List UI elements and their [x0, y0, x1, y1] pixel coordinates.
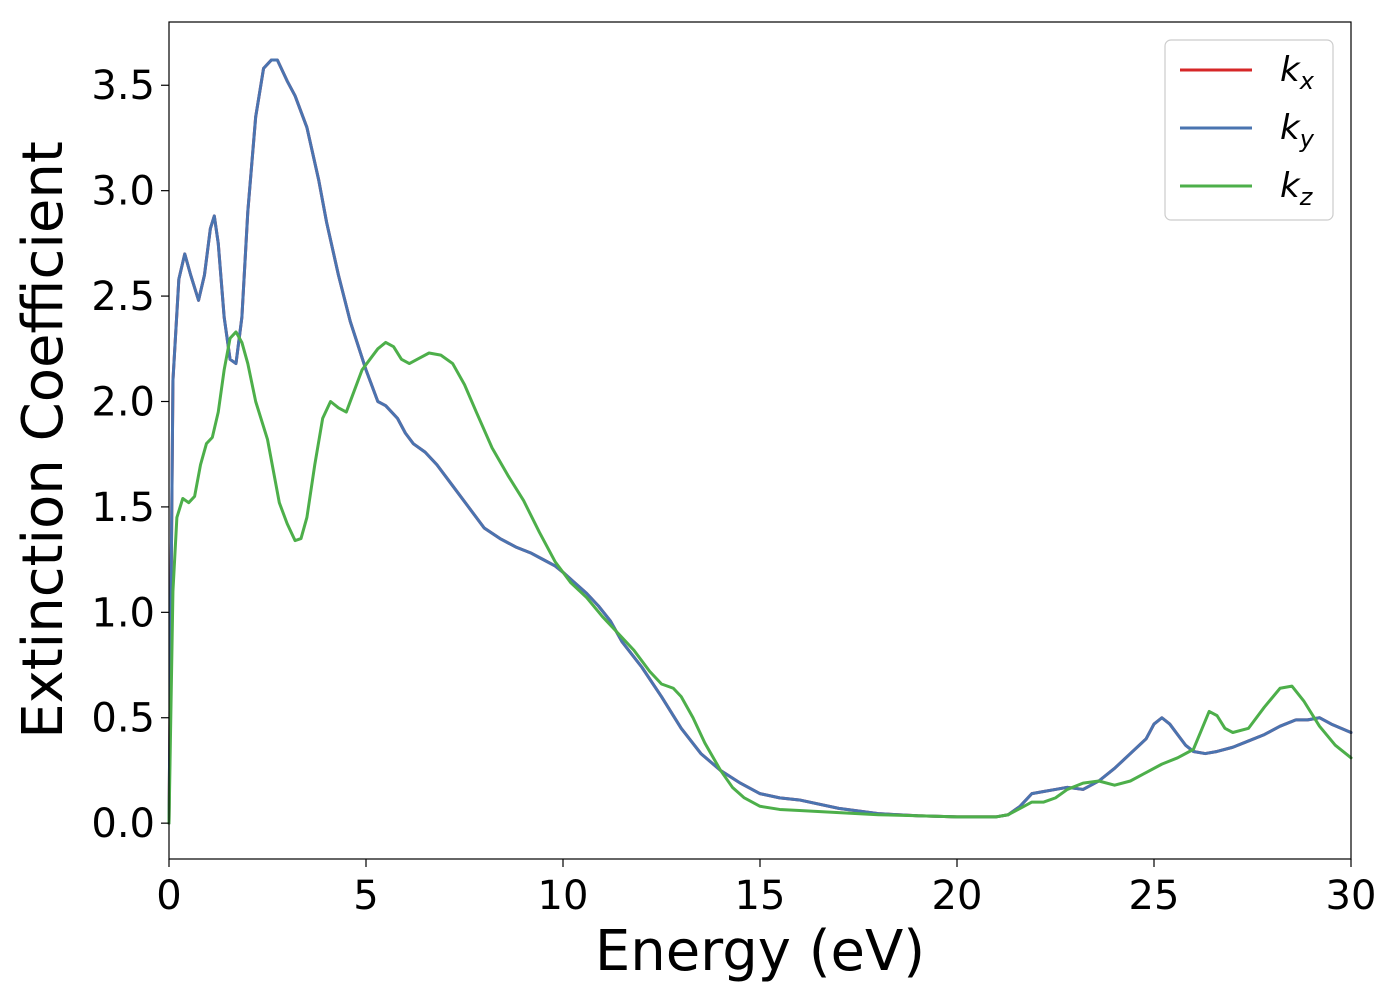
legend-box — [1164, 39, 1334, 221]
x-axis-label: Energy (eV) — [595, 919, 925, 984]
legend-label-ky: ky — [1280, 108, 1315, 153]
series-layer — [167, 58, 1353, 825]
x-tick-label: 0 — [156, 873, 181, 919]
y-tick-label: 1.0 — [91, 590, 155, 636]
x-axis-ticks: 0 5 10 15 20 25 30 — [156, 859, 1376, 919]
y-tick-label: 0.5 — [91, 696, 155, 742]
legend-label-kx: kx — [1280, 50, 1315, 95]
y-tick-label: 0.0 — [91, 801, 155, 847]
y-tick-label: 3.5 — [91, 63, 155, 109]
x-tick-label: 30 — [1326, 873, 1377, 919]
legend: kx ky kz — [1164, 39, 1334, 221]
y-tick-label: 3.0 — [91, 169, 155, 215]
series-line-ky — [167, 58, 1353, 825]
series-line-kz — [167, 330, 1353, 825]
x-tick-label: 25 — [1129, 873, 1180, 919]
x-tick-label: 20 — [932, 873, 983, 919]
y-tick-label: 1.5 — [91, 485, 155, 531]
x-tick-label: 5 — [353, 873, 378, 919]
legend-label-kz: kz — [1280, 166, 1314, 211]
y-axis-ticks: 0.0 0.5 1.0 1.5 2.0 2.5 3.0 3.5 — [91, 63, 169, 847]
y-axis-label: Extinction Coefficient — [11, 141, 76, 739]
x-tick-label: 15 — [735, 873, 786, 919]
y-tick-label: 2.0 — [91, 379, 155, 425]
x-tick-label: 10 — [538, 873, 589, 919]
y-tick-label: 2.5 — [91, 274, 155, 320]
